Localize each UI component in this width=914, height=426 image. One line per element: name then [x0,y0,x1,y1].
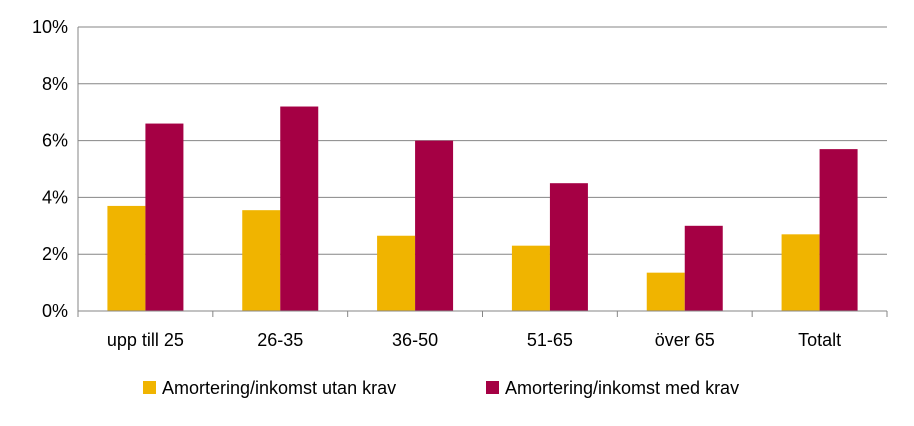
bar-series-1-1 [242,210,281,311]
gridlines [78,26,887,255]
legend-swatch-series-1 [143,381,156,394]
bar-series-1-2 [377,235,416,311]
y-tick-label: 0% [42,301,68,321]
bar-series-2-1 [280,106,319,312]
y-axis-tick-labels: 0% 2% 4% 6% 8% 10% [32,17,68,321]
bar-series-2-5 [819,149,858,311]
bar-series-1-4 [646,272,685,311]
x-tick-label: 36-50 [392,330,438,350]
bar-series-2-2 [415,140,454,311]
y-tick-label: 2% [42,244,68,264]
legend-label-series-2: Amortering/inkomst med krav [505,378,739,398]
legend-swatch-series-2 [486,381,499,394]
bar-series-1-3 [511,245,550,311]
x-tick-label: över 65 [655,330,715,350]
x-tick-label: Totalt [798,330,841,350]
legend: Amortering/inkomst utan krav Amortering/… [143,378,739,398]
x-tick-label: 51-65 [527,330,573,350]
bar-series-1-5 [781,234,820,311]
bar-series-2-4 [684,225,723,311]
y-tick-label: 8% [42,74,68,94]
bar-series-1-0 [107,205,146,311]
x-tick-label: 26-35 [257,330,303,350]
bar-series-2-0 [145,123,184,311]
bar-series-2-3 [549,183,588,311]
axes [77,27,888,317]
y-tick-label: 10% [32,17,68,37]
y-tick-label: 6% [42,131,68,151]
x-axis-tick-labels: upp till 25 26-35 36-50 51-65 över 65 Totalt [107,330,841,350]
y-tick-label: 4% [42,187,68,207]
bars [107,106,858,312]
x-tick-label: upp till 25 [107,330,184,350]
legend-label-series-1: Amortering/inkomst utan krav [162,378,396,398]
